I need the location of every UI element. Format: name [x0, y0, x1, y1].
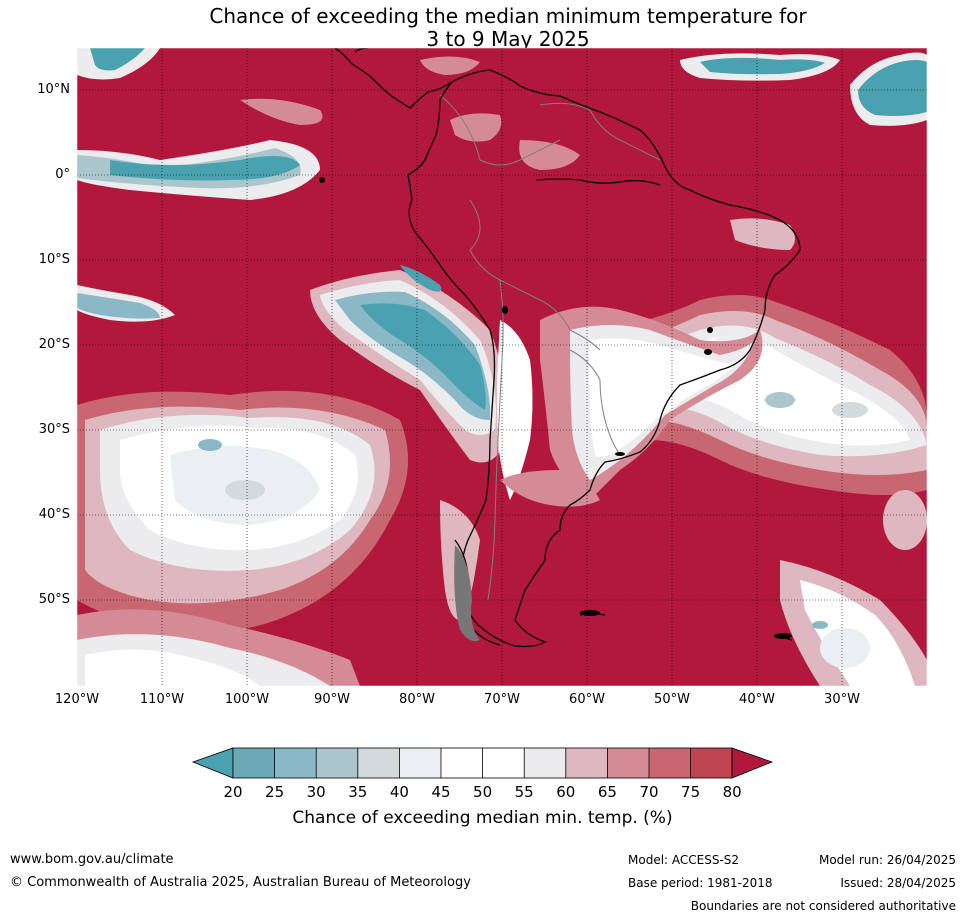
probability-map [76, 47, 928, 687]
colorbar-swatch-60-65 [565, 748, 608, 778]
south-pacific-low-region [77, 390, 408, 686]
graticule [77, 48, 927, 686]
lon-label-30w: 30°W [824, 692, 860, 707]
colorbar-swatch-30-35 [316, 748, 358, 778]
lon-label-60w: 60°W [569, 692, 605, 707]
colorbar-tick-80: 80 [722, 783, 742, 801]
colorbar-tick-60: 60 [556, 783, 576, 801]
colorbar-tick-45: 45 [431, 783, 451, 801]
colorbar-tick-35: 35 [348, 783, 368, 801]
colorbar-swatch-65-70 [607, 748, 649, 778]
boundaries-disclaimer: Boundaries are not considered authoritat… [690, 899, 956, 913]
colorbar-swatch-50-55 [482, 748, 525, 778]
colorbar-swatch-70-75 [649, 748, 691, 778]
colorbar-swatch-35-40 [357, 748, 400, 778]
model-run-date: Model run: 26/04/2025 [818, 853, 956, 867]
map-frame [76, 47, 928, 687]
issued-date: Issued: 28/04/2025 [840, 876, 956, 890]
lat-label-50s: 50°S [38, 592, 70, 607]
lon-label-100w: 100°W [224, 692, 270, 707]
lon-label-110w: 110°W [139, 692, 185, 707]
colorbar-swatch-40-45 [399, 748, 441, 778]
peru-chile-coast-low-region [310, 265, 506, 463]
colorbar [191, 747, 774, 779]
colorbar-dividers [232, 747, 733, 779]
colorbar-low-extension [191, 747, 234, 779]
colorbar-tick-70: 70 [639, 783, 659, 801]
map-layers [77, 48, 927, 686]
colorbar-tick-25: 25 [265, 783, 285, 801]
colorbar-swatch-45-50 [441, 748, 483, 778]
colorbar-tick-30: 30 [306, 783, 326, 801]
colorbar-tick-40: 40 [389, 783, 409, 801]
country-borders [439, 94, 661, 601]
colorbar-tick-75: 75 [681, 783, 701, 801]
model-name: Model: ACCESS-S2 [628, 853, 740, 867]
colorbar-tick-55: 55 [514, 783, 534, 801]
equatorial-pacific-low-region [77, 140, 320, 322]
lon-label-90w: 90°W [314, 692, 350, 707]
lon-label-80w: 80°W [399, 692, 435, 707]
colorbar-swatch-20-25 [233, 748, 275, 778]
colorbar-tick-65: 65 [597, 783, 617, 801]
colorbar-swatch-25-30 [274, 748, 317, 778]
lon-label-40w: 40°W [739, 692, 775, 707]
lat-label-40s: 40°S [38, 507, 70, 522]
base-period: Base period: 1981-2018 [628, 876, 773, 890]
map-title-line2: 3 to 9 May 2025 [426, 27, 590, 51]
copyright-text: © Commonwealth of Australia 2025, Austra… [10, 875, 471, 890]
map-title-line1: Chance of exceeding the median minimum t… [209, 4, 807, 28]
lat-label-20s: 20°S [38, 337, 70, 352]
lat-label-30s: 30°S [38, 422, 70, 437]
lon-label-50w: 50°W [654, 692, 690, 707]
lon-label-70w: 70°W [484, 692, 520, 707]
colorbar-swatch-55-60 [524, 748, 566, 778]
islands [319, 177, 792, 639]
colorbar-swatch-75-80 [690, 748, 733, 778]
colorbar-tick-50: 50 [473, 783, 493, 801]
lat-label-10n: 10°N [37, 82, 70, 97]
website-link[interactable]: www.bom.gov.au/climate [10, 852, 174, 867]
colorbar-label: Chance of exceeding median min. temp. (%… [292, 808, 673, 828]
colorbar-high-extension [731, 747, 774, 779]
north-low-patches [77, 48, 927, 142]
lat-label-0: 0° [55, 167, 70, 182]
colorbar-tick-20: 20 [223, 783, 243, 801]
lon-label-120w: 120°W [54, 692, 100, 707]
fjord-coast [454, 545, 480, 642]
lat-label-10s: 10°S [38, 252, 70, 267]
